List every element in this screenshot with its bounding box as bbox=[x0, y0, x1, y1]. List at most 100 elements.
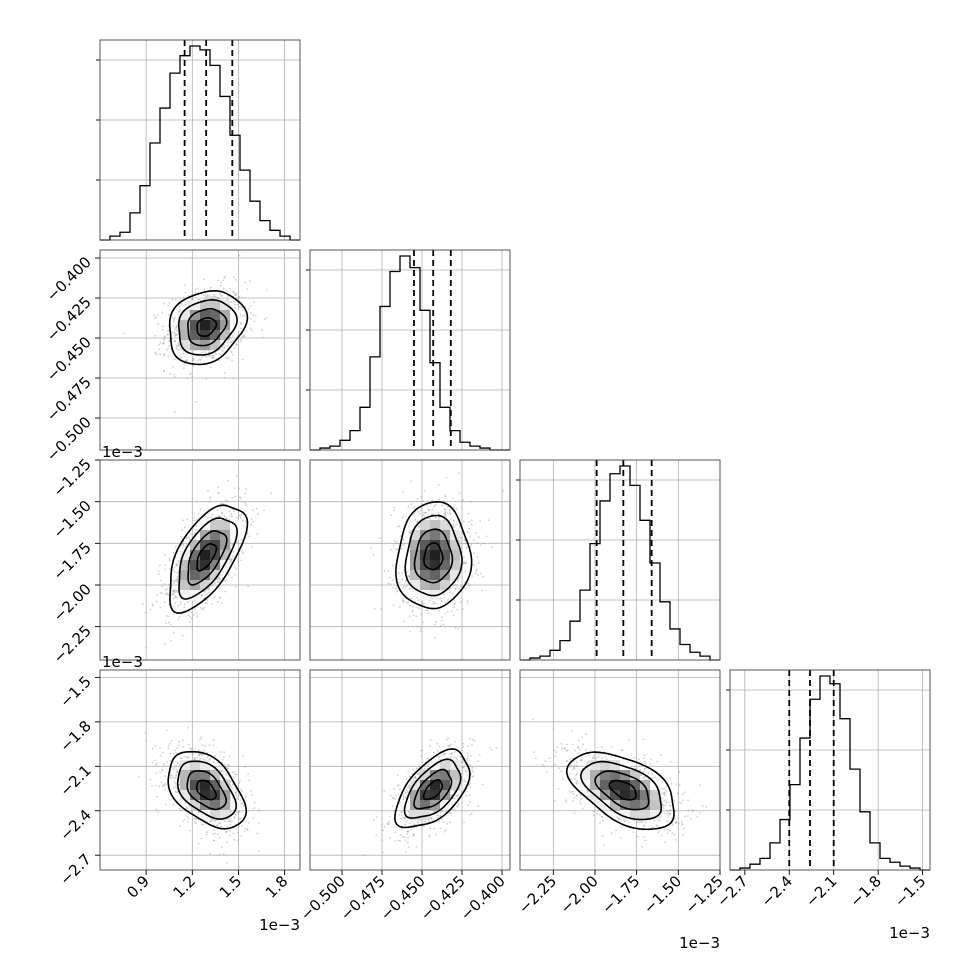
scatter-point bbox=[444, 512, 447, 514]
scatter-point bbox=[404, 839, 407, 841]
density-cell bbox=[210, 530, 221, 541]
scatter-point bbox=[241, 314, 244, 317]
scatter-point bbox=[144, 731, 147, 734]
scatter-point bbox=[234, 813, 237, 816]
scatter-point bbox=[464, 562, 467, 564]
scatter-point bbox=[248, 535, 251, 538]
density-cell bbox=[220, 540, 231, 551]
scatter-point bbox=[168, 345, 170, 347]
scatter-point bbox=[164, 564, 167, 566]
scatter-point bbox=[415, 845, 418, 848]
scatter-point bbox=[241, 358, 244, 361]
scatter-point bbox=[145, 646, 148, 649]
scatter-point bbox=[450, 517, 452, 520]
scatter-point bbox=[257, 850, 260, 853]
scatter-point bbox=[234, 791, 237, 793]
density-cell bbox=[200, 780, 211, 791]
scatter-point bbox=[456, 585, 459, 587]
scatter-point bbox=[191, 359, 194, 362]
density-cell bbox=[600, 780, 611, 791]
scatter-point bbox=[159, 353, 161, 355]
scatter-point bbox=[234, 294, 237, 297]
scatter-point bbox=[244, 765, 246, 768]
scatter-point bbox=[411, 609, 414, 612]
scatter-point bbox=[187, 726, 190, 729]
scatter-point bbox=[247, 585, 250, 588]
scatter-point bbox=[615, 829, 617, 832]
scatter-point bbox=[225, 861, 228, 864]
density-cell bbox=[630, 790, 641, 801]
scatter-point bbox=[241, 825, 244, 828]
scatter-point bbox=[658, 819, 661, 822]
scatter-point bbox=[193, 608, 196, 610]
scatter-point bbox=[546, 770, 548, 773]
scatter-point bbox=[186, 518, 189, 521]
scatter-point bbox=[202, 758, 205, 761]
scatter-point bbox=[167, 593, 170, 596]
scatter-point bbox=[414, 775, 417, 778]
scatter-point bbox=[243, 335, 246, 338]
scatter-point bbox=[157, 570, 160, 572]
scatter-point bbox=[436, 750, 439, 752]
density-cell bbox=[210, 340, 221, 351]
scatter-point bbox=[442, 623, 445, 626]
scatter-point bbox=[223, 770, 225, 773]
density-cell bbox=[190, 790, 201, 801]
scatter-point bbox=[173, 319, 176, 321]
scatter-point bbox=[219, 515, 222, 517]
scatter-point bbox=[190, 611, 193, 614]
scatter-point bbox=[437, 511, 440, 514]
scatter-point bbox=[244, 492, 247, 495]
scatter-point bbox=[171, 593, 174, 596]
y-tick-label: −2.4 bbox=[56, 806, 94, 844]
scatter-point bbox=[209, 297, 212, 299]
contour-level-3 bbox=[167, 750, 248, 830]
scatter-point bbox=[428, 834, 431, 837]
scatter-point bbox=[445, 739, 448, 741]
scatter-point bbox=[176, 334, 178, 336]
scatter-point bbox=[406, 833, 408, 835]
scatter-point bbox=[640, 773, 643, 776]
scatter-point bbox=[576, 773, 578, 775]
scatter-point bbox=[569, 758, 572, 760]
scatter-point bbox=[156, 600, 158, 603]
scatter-point bbox=[687, 799, 690, 802]
scatter-point bbox=[211, 513, 214, 516]
scatter-point bbox=[448, 591, 451, 594]
scatter-point bbox=[678, 822, 680, 825]
scatter-point bbox=[192, 358, 194, 360]
scatter-point bbox=[628, 821, 631, 824]
scatter-point bbox=[467, 755, 469, 758]
scatter-point bbox=[618, 818, 620, 821]
scatter-point bbox=[183, 363, 186, 365]
scatter-point bbox=[168, 799, 171, 801]
contour-level-3 bbox=[169, 504, 249, 614]
scatter-point bbox=[402, 600, 405, 603]
scatter-point bbox=[230, 340, 233, 343]
scatter-point bbox=[411, 606, 414, 608]
scatter-point bbox=[404, 823, 407, 826]
scatter-point bbox=[182, 519, 184, 522]
scatter-point bbox=[442, 504, 445, 506]
scatter-point bbox=[407, 786, 410, 789]
contour-level-0 bbox=[196, 317, 218, 337]
scatter-point bbox=[234, 307, 237, 309]
scatter-point bbox=[176, 596, 179, 599]
scatter-point bbox=[218, 596, 221, 599]
scatter-point bbox=[471, 766, 473, 769]
scatter-point bbox=[469, 782, 471, 784]
scatter-point bbox=[397, 839, 400, 842]
scatter-point bbox=[154, 352, 157, 354]
scatter-point bbox=[601, 815, 603, 818]
density-cell bbox=[640, 790, 651, 801]
scatter-point bbox=[399, 535, 402, 537]
scatter-point bbox=[643, 836, 646, 838]
scatter-point bbox=[393, 509, 395, 512]
scatter-point bbox=[182, 545, 185, 547]
scatter-point bbox=[387, 822, 390, 825]
scatter-point bbox=[251, 545, 254, 548]
scatter-point bbox=[452, 519, 455, 522]
scatter-point bbox=[211, 296, 214, 298]
density-cell bbox=[430, 790, 441, 801]
density-cell bbox=[610, 760, 621, 771]
